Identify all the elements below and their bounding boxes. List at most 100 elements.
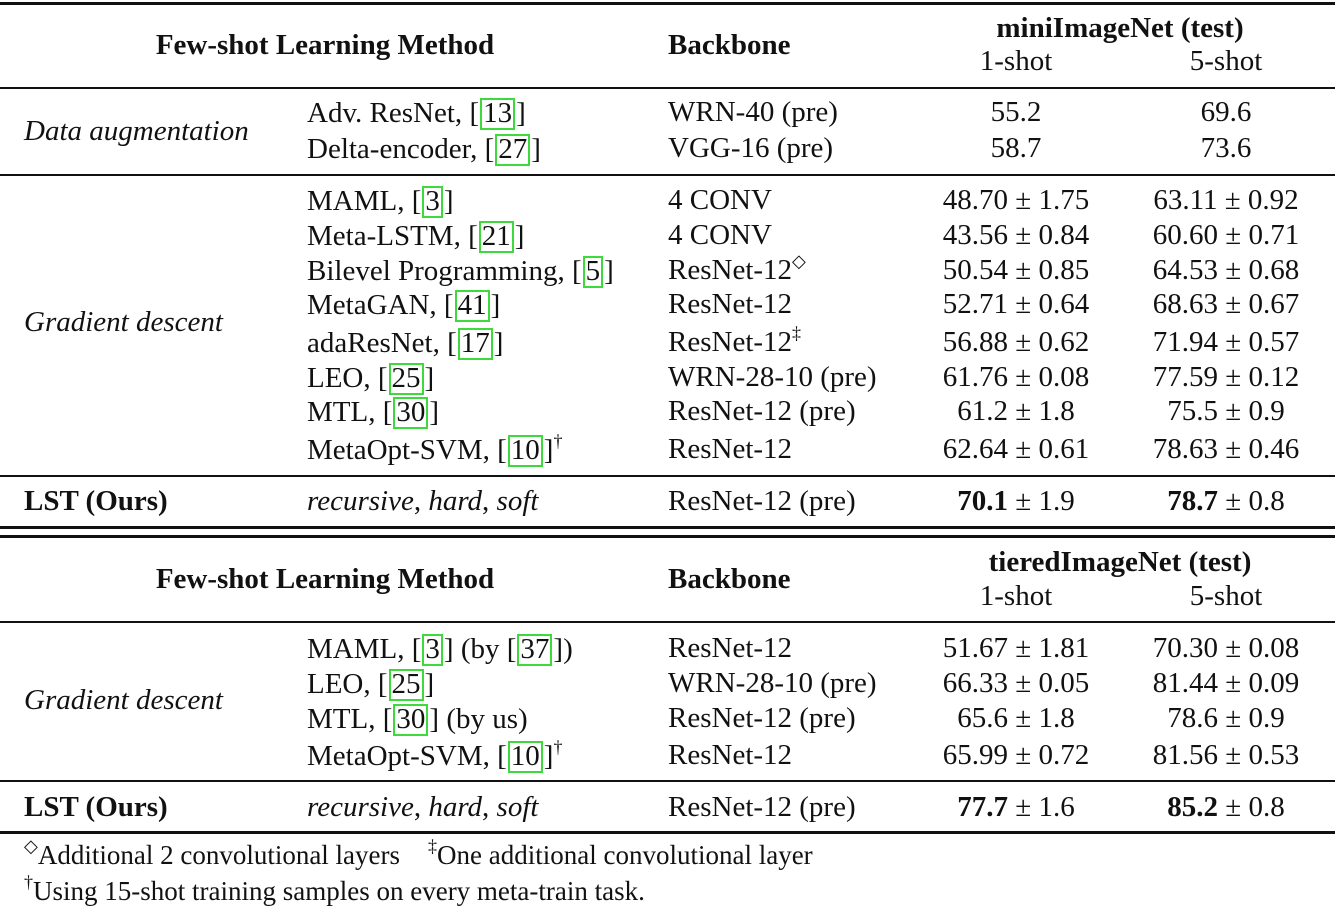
backbone-cell: ResNet-12 (pre) (668, 702, 856, 734)
dataset-header: tieredImageNet (test) (988, 546, 1252, 578)
score-1shot: 58.7 (990, 132, 1042, 164)
backbone-cell: ResNet-12 (pre) (668, 485, 856, 517)
score-5shot: 70.30 ± 0.08 (1152, 632, 1300, 664)
method-cell: MAML, [3] (307, 185, 454, 218)
citation-link[interactable]: 10 (507, 435, 543, 467)
method-cell: MTL, [30] (307, 396, 440, 429)
method-cell: Meta-LSTM, [21] (307, 220, 525, 253)
method-cell: Bilevel Programming, [5] (307, 255, 614, 288)
method-cell: MAML, [3] (by [37]) (307, 633, 573, 666)
dagger-mark: † (553, 737, 563, 757)
backbone-cell: WRN-40 (pre) (668, 96, 838, 128)
score-1shot: 55.2 (990, 96, 1042, 128)
group-rule-1 (0, 174, 1335, 176)
backbone-cell: WRN-28-10 (pre) (668, 667, 877, 699)
bottom-rule-1 (0, 526, 1335, 529)
method-cell: Delta-encoder, [27] (307, 133, 541, 166)
shot1-header: 1-shot (979, 580, 1053, 612)
score-1shot: 61.76 ± 0.08 (942, 361, 1090, 393)
score-5shot: 77.59 ± 0.12 (1152, 361, 1300, 393)
method-cell: MTL, [30] (by us) (307, 703, 528, 736)
citation-link[interactable]: 30 (393, 397, 429, 429)
footnote-ddagger-text: One additional convolutional layer (437, 840, 813, 870)
citation-link[interactable]: 41 (454, 290, 490, 322)
citation-link[interactable]: 13 (480, 98, 516, 130)
footnote-diamond-text: Additional 2 convolutional layers (37, 840, 401, 870)
citation-link[interactable]: 10 (507, 741, 543, 773)
ours-label: LST (Ours) (24, 485, 168, 517)
score-5shot: 85.2 ± 0.8 (1167, 791, 1285, 823)
citation-link[interactable]: 27 (495, 134, 531, 166)
score-1shot: 50.54 ± 0.85 (942, 254, 1090, 286)
ours-rule-2 (0, 780, 1335, 782)
diamond-mark: ◇ (792, 251, 806, 271)
score-1shot: 77.7 ± 1.6 (957, 791, 1075, 823)
method-cell: LEO, [25] (307, 668, 435, 701)
score-5shot: 71.94 ± 0.57 (1152, 326, 1300, 358)
score-5shot: 73.6 (1200, 132, 1252, 164)
footnote-line-2: †Using 15-shot training samples on every… (24, 873, 645, 906)
citation-link[interactable]: 25 (388, 669, 424, 701)
score-5shot: 75.5 ± 0.9 (1167, 395, 1285, 427)
bottom-rule-2 (0, 831, 1335, 834)
score-5shot: 81.44 ± 0.09 (1152, 667, 1300, 699)
shot5-header: 5-shot (1189, 45, 1263, 77)
backbone-cell: 4 CONV (668, 219, 772, 251)
citation-link[interactable]: 25 (388, 363, 424, 395)
score-1shot: 43.56 ± 0.84 (942, 219, 1090, 251)
citation-link[interactable]: 30 (393, 704, 429, 736)
score-1shot: 65.99 ± 0.72 (942, 739, 1090, 771)
backbone-cell: ResNet-12 (pre) (668, 791, 856, 823)
backbone-cell: WRN-28-10 (pre) (668, 361, 877, 393)
header-rule-2 (0, 621, 1335, 623)
backbone-header: Backbone (668, 563, 791, 595)
backbone-cell: ResNet-12‡ (668, 323, 802, 358)
method-header: Few-shot Learning Method (155, 563, 495, 595)
shot1-header: 1-shot (979, 45, 1053, 77)
backbone-header: Backbone (668, 29, 791, 61)
backbone-cell: ResNet-12 (668, 433, 793, 465)
dagger-mark: † (24, 872, 33, 892)
citation-link[interactable]: 3 (422, 186, 443, 218)
backbone-cell: ResNet-12 (668, 288, 793, 320)
citation-link[interactable]: 3 (422, 634, 443, 666)
ours-rule-1 (0, 475, 1335, 477)
shot5-header: 5-shot (1189, 580, 1263, 612)
method-cell: adaResNet, [17] (307, 327, 504, 360)
group-label-gradient-descent: Gradient descent (24, 306, 223, 338)
score-5shot: 78.63 ± 0.46 (1152, 433, 1300, 465)
double-dagger-mark: ‡ (792, 323, 802, 343)
score-1shot: 65.6 ± 1.8 (957, 702, 1075, 734)
citation-link[interactable]: 37 (517, 634, 553, 666)
top-rule-2 (0, 535, 1335, 538)
group-label-gradient-descent: Gradient descent (24, 684, 223, 716)
score-1shot: 56.88 ± 0.62 (942, 326, 1090, 358)
footnote-dagger-text: Using 15-shot training samples on every … (33, 876, 645, 906)
ours-method: recursive, hard, soft (307, 485, 539, 517)
score-1shot: 66.33 ± 0.05 (942, 667, 1090, 699)
score-1shot: 62.64 ± 0.61 (942, 433, 1090, 465)
dataset-header: miniImageNet (test) (996, 12, 1244, 44)
backbone-cell: ResNet-12 (668, 632, 793, 664)
score-5shot: 64.53 ± 0.68 (1152, 254, 1300, 286)
method-cell: Adv. ResNet, [13] (307, 97, 526, 130)
score-1shot: 61.2 ± 1.8 (957, 395, 1075, 427)
footnote-line-1: ◇Additional 2 convolutional layers ‡One a… (24, 837, 813, 870)
group-label-data-augmentation: Data augmentation (24, 115, 249, 147)
score-1shot: 52.71 ± 0.64 (942, 288, 1090, 320)
citation-link[interactable]: 5 (582, 256, 604, 288)
citation-link[interactable]: 21 (478, 221, 514, 253)
backbone-cell: ResNet-12 (pre) (668, 395, 856, 427)
score-1shot: 48.70 ± 1.75 (942, 184, 1090, 216)
score-5shot: 81.56 ± 0.53 (1152, 739, 1300, 771)
score-1shot: 51.67 ± 1.81 (942, 632, 1090, 664)
backbone-cell: VGG-16 (pre) (668, 132, 834, 164)
header-rule-1 (0, 87, 1335, 89)
score-1shot: 70.1 ± 1.9 (957, 485, 1075, 517)
backbone-cell: 4 CONV (668, 184, 772, 216)
score-5shot: 78.6 ± 0.9 (1167, 702, 1285, 734)
score-5shot: 78.7 ± 0.8 (1167, 485, 1285, 517)
citation-link[interactable]: 17 (457, 328, 493, 360)
score-5shot: 60.60 ± 0.71 (1152, 219, 1300, 251)
dagger-mark: † (553, 431, 563, 451)
